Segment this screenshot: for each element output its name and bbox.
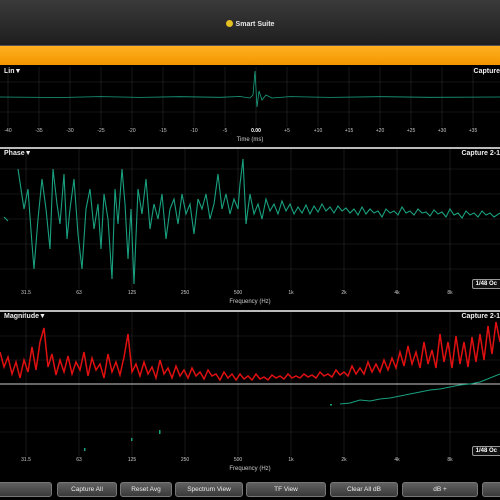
phase-capture-label: Capture 2-1 [461, 150, 500, 157]
impulse-x-title: Time (ms) [236, 137, 264, 143]
magnitude-x-title: Frequency (Hz) [229, 466, 271, 472]
magnitude-trace [0, 321, 500, 382]
spectrum-view-button[interactable]: Spectrum View [175, 482, 243, 497]
phase-plot[interactable] [0, 149, 500, 289]
phase-x-title: Frequency (Hz) [229, 299, 271, 305]
magnitude-coherence-dots [84, 404, 492, 451]
magnitude-plot[interactable] [0, 312, 500, 456]
window-title-text: Smart Suite [235, 21, 275, 28]
smart-logo-icon [225, 20, 233, 27]
toolbar-button-left[interactable] [0, 482, 52, 497]
magnitude-coherence-trace [339, 373, 500, 405]
magnitude-panel[interactable]: Magnitude▼ Capture 2-1 1/48 Oc 31.5 63 12… [0, 312, 500, 478]
magnitude-capture-label: Capture 2-1 [461, 313, 500, 320]
panel-divider[interactable] [0, 147, 500, 149]
phase-smoothing-badge[interactable]: 1/48 Oc [471, 279, 500, 289]
impulse-x-axis: -40 -35 -30 -25 -20 -15 -10 -5 0.00 +5 +10 +15… [4, 128, 478, 134]
window-title: Smart Suite [0, 20, 500, 28]
accent-bar [0, 46, 500, 65]
magnitude-view-dropdown[interactable]: Magnitude▼ [4, 313, 46, 320]
bottom-toolbar: Capture All Reset Avg Spectrum View TF V… [0, 480, 500, 500]
phase-panel[interactable]: Phase▼ Capture 2-1 1/48 Oc 31.5 63 125 250… [0, 149, 500, 311]
title-bar: Smart Suite [0, 0, 500, 46]
reset-avg-button[interactable]: Reset Avg [120, 482, 172, 497]
phase-view-dropdown[interactable]: Phase▼ [4, 150, 32, 157]
phase-x-axis: 31.5 63 125 250 500 1k 2k 4k 8k [21, 290, 453, 296]
impulse-panel[interactable]: Lin▼ Capture -40 -35 -30 -25 -20 -15 -10 -5 … [0, 65, 500, 148]
phase-trace [3, 158, 500, 285]
magnitude-smoothing-badge[interactable]: 1/48 Oc [471, 446, 500, 456]
db-plus-button[interactable]: dB + [402, 482, 478, 497]
magnitude-x-axis: 31.5 63 125 250 500 1k 2k 4k 8k [21, 457, 453, 463]
tf-view-button[interactable]: TF View [246, 482, 326, 497]
clear-all-db-button[interactable]: Clear All dB [330, 482, 398, 497]
impulse-trace [0, 70, 500, 108]
impulse-capture-label: Capture [473, 68, 500, 75]
impulse-plot[interactable] [0, 67, 500, 127]
impulse-scale-dropdown[interactable]: Lin▼ [4, 68, 22, 75]
panel-divider[interactable] [0, 310, 500, 312]
capture-all-button[interactable]: Capture All [57, 482, 117, 497]
toolbar-button-right[interactable] [482, 482, 500, 497]
